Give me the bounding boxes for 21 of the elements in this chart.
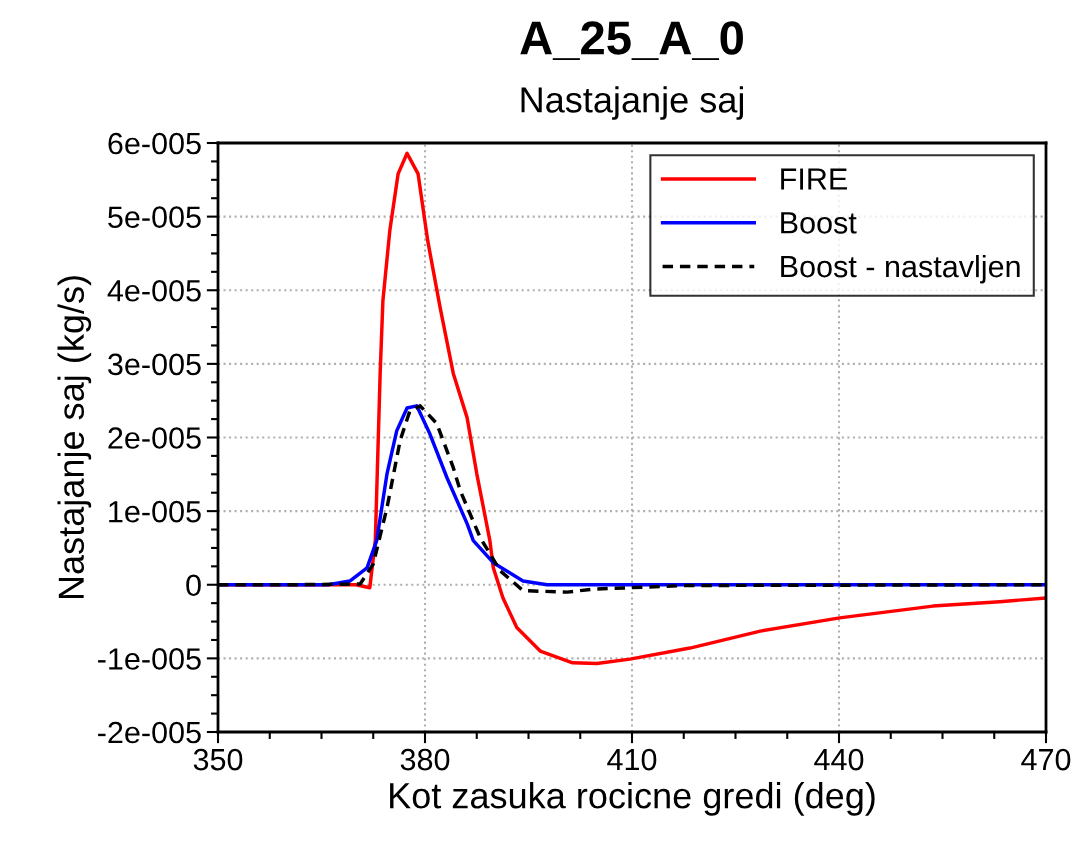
x-tick-label: 410 [607,748,657,771]
legend-label: Boost - nastavljen [781,254,1020,284]
x-tick-label: 440 [814,748,864,771]
legend-label: Boost [781,212,857,234]
y-tick-label: 6e-005 [108,132,201,155]
legend-label: FIRE [781,168,847,190]
chart-title: A_25_A_0 [520,21,743,60]
x-tick-label: 350 [193,748,243,771]
y-tick-label: 1e-005 [109,500,201,523]
y-tick-label: 2e-005 [108,427,201,449]
y-tick-label: 4e-005 [107,279,201,302]
y-tick-label: -2e-005 [98,721,201,744]
x-tick-label: 380 [400,748,450,771]
x-tick-label: 470 [1021,748,1071,771]
chart-subtitle: Nastajanje saj [521,86,743,120]
y-tick-label: 5e-005 [108,206,201,228]
x-axis-title: Kot zasuka rocicne gredi (deg) [390,782,875,816]
y-tick-label: 0 [186,574,201,597]
y-axis-title: Nastajanje saj (kg/s) [57,276,92,599]
y-tick-label: 3e-005 [108,353,201,376]
y-tick-label: -1e-005 [98,648,201,670]
